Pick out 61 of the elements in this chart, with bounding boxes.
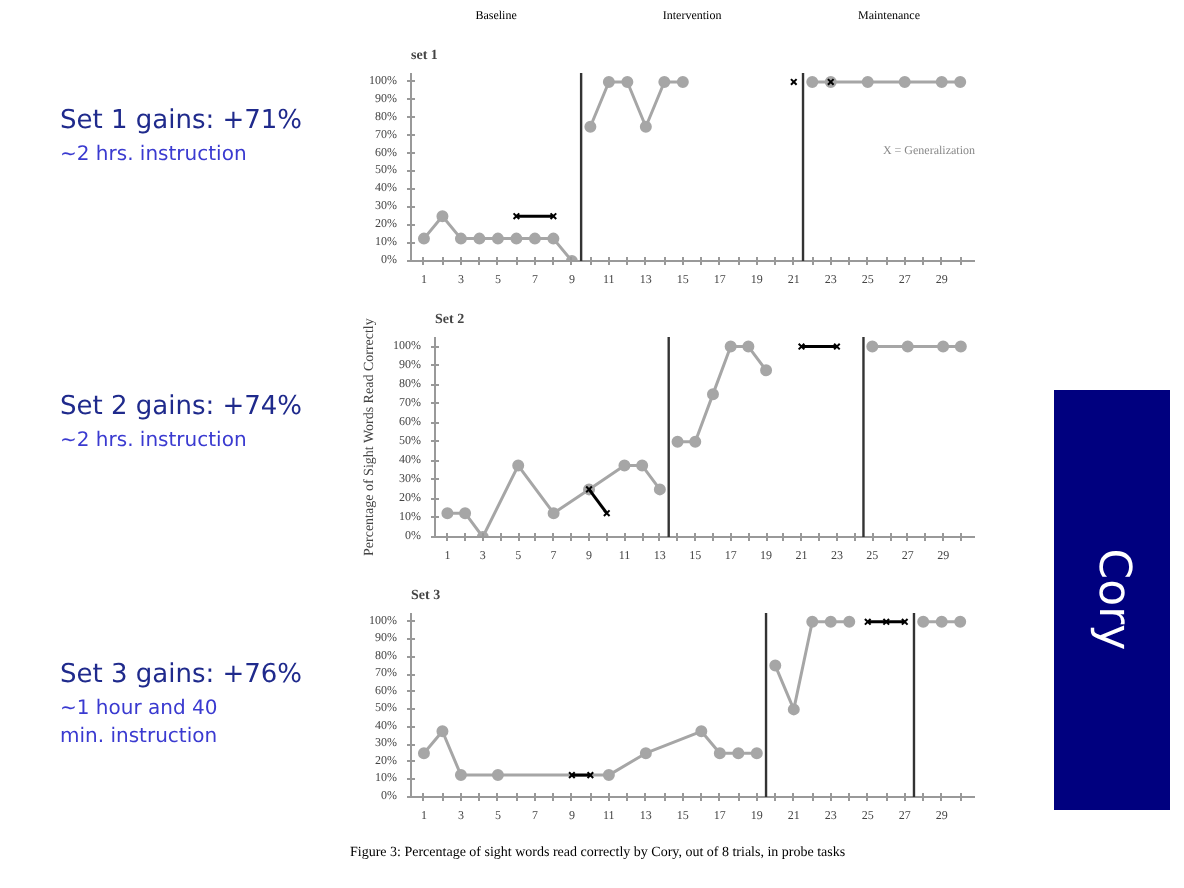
- point: [713, 747, 726, 760]
- point: [901, 340, 914, 353]
- point: [917, 615, 930, 628]
- text: ~1 hour and 40 min. instruction: [60, 695, 220, 752]
- point: [584, 120, 597, 133]
- point: [954, 75, 967, 88]
- point: [512, 459, 525, 472]
- point: [689, 435, 702, 448]
- text: Cory: [1085, 549, 1140, 651]
- point: [417, 747, 430, 760]
- point: [742, 340, 755, 353]
- point: [459, 507, 472, 520]
- text: Set 1 gains: +71%: [60, 104, 303, 140]
- point: [602, 75, 615, 88]
- point: [935, 75, 948, 88]
- point: [706, 388, 719, 401]
- point: [861, 75, 874, 88]
- point: [732, 747, 745, 760]
- point: [491, 769, 504, 782]
- point: [491, 232, 504, 245]
- point: [441, 507, 454, 520]
- text: Set 3 gains: +76%: [60, 658, 303, 694]
- point: [935, 615, 948, 628]
- point: [621, 75, 634, 88]
- point: [898, 75, 911, 88]
- point: [787, 703, 800, 716]
- point: [750, 747, 763, 760]
- point: [676, 75, 689, 88]
- point: [653, 483, 666, 496]
- point: [618, 459, 631, 472]
- point: [843, 615, 856, 628]
- point: [724, 340, 737, 353]
- point: [639, 120, 652, 133]
- point: [454, 769, 467, 782]
- text: ~2 hrs. instruction: [60, 141, 249, 170]
- point: [769, 659, 782, 672]
- point: [547, 507, 560, 520]
- point: [436, 210, 449, 223]
- point: [695, 725, 708, 738]
- point: [639, 747, 652, 760]
- point: [436, 725, 449, 738]
- point: [806, 75, 819, 88]
- point: [547, 232, 560, 245]
- point: [454, 232, 467, 245]
- point: [954, 615, 967, 628]
- point: [417, 232, 430, 245]
- point: [824, 615, 837, 628]
- point: [658, 75, 671, 88]
- point: [510, 232, 523, 245]
- text: Set 2 gains: +74%: [60, 390, 303, 426]
- text: ~2 hrs. instruction: [60, 427, 249, 456]
- point: [866, 340, 879, 353]
- point: [528, 232, 541, 245]
- point: [760, 364, 773, 377]
- point: [937, 340, 950, 353]
- point: [671, 435, 684, 448]
- point: [636, 459, 649, 472]
- point: [806, 615, 819, 628]
- point: [602, 769, 615, 782]
- point: [473, 232, 486, 245]
- point: [954, 340, 967, 353]
